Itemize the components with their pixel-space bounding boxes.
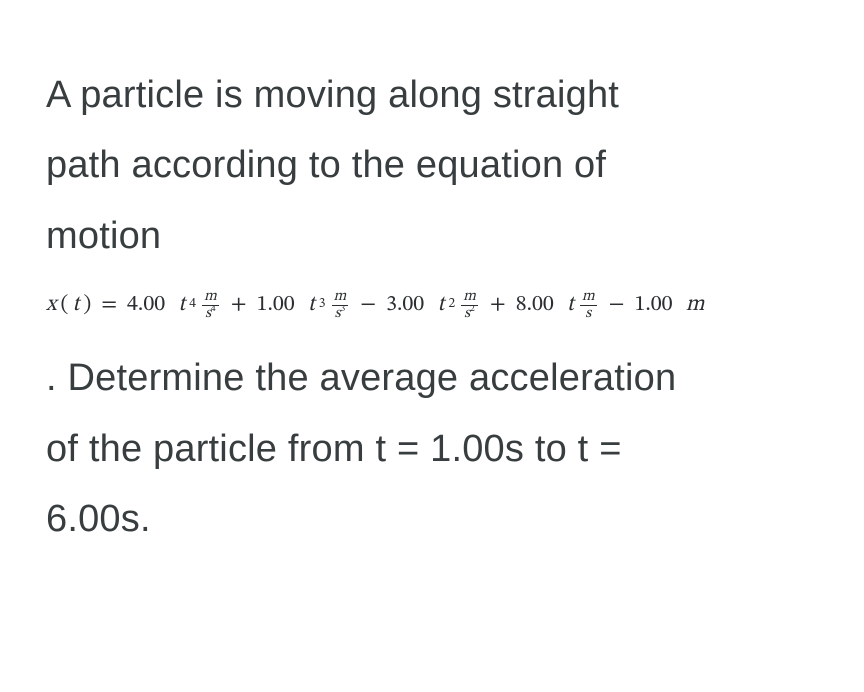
eq-term-3-unit-den: s xyxy=(583,306,593,322)
intro-line-1: A particle is moving along straight xyxy=(46,74,619,116)
eq-term-0-unit: m s4 xyxy=(202,289,219,322)
eq-lhs-x: x xyxy=(46,292,57,318)
eq-term-1-unit-den: s3 xyxy=(333,306,348,322)
eq-const-sign: − xyxy=(609,292,625,318)
outro-line-2: of the particle from t = 1.00s to t = xyxy=(46,428,622,470)
eq-term-0-var: t xyxy=(178,292,185,318)
intro-line-3: motion xyxy=(46,215,161,257)
equation-of-motion: x (t) = 4.00 t4 m s4 + 1.00 t3 m s3 − 3.… xyxy=(46,289,818,322)
problem-page: A particle is moving along straight path… xyxy=(0,0,864,594)
eq-term-2-sign: − xyxy=(360,292,376,318)
eq-term-0-unit-den-pow: 4 xyxy=(211,305,216,314)
eq-term-3-coef: 8.00 xyxy=(516,292,554,318)
eq-lhs-paren-close: ) xyxy=(83,292,91,318)
eq-term-3-sign: + xyxy=(490,292,506,318)
eq-term-1-sign: + xyxy=(231,292,247,318)
eq-const-unit: m xyxy=(686,292,705,318)
eq-equals: = xyxy=(101,292,117,318)
eq-term-1-unit-den-pow: 3 xyxy=(341,305,346,314)
eq-term-2-unit-den-pow: 2 xyxy=(470,305,475,314)
eq-term-1-unit: m s3 xyxy=(332,289,349,322)
intro-line-2: path according to the equation of xyxy=(46,144,606,186)
eq-term-1-unit-num: m xyxy=(332,289,349,306)
eq-term-1-coef: 1.00 xyxy=(257,292,295,318)
eq-term-1-var: t xyxy=(308,292,315,318)
eq-term-2-unit: m s2 xyxy=(461,289,478,322)
eq-lhs-paren-open: ( xyxy=(61,292,69,318)
eq-term-0-unit-num: m xyxy=(202,289,219,306)
eq-lhs-t: t xyxy=(72,292,79,318)
eq-const-coef: 1.00 xyxy=(634,292,672,318)
outro-line-3: 6.00s. xyxy=(46,498,151,540)
eq-term-2-var: t xyxy=(437,292,444,318)
eq-term-3-var: t xyxy=(567,292,574,318)
eq-term-2-coef: 3.00 xyxy=(386,292,424,318)
outro-paragraph: . Determine the average acceleration of … xyxy=(46,343,818,554)
outro-line-1: . Determine the average acceleration xyxy=(46,357,676,399)
eq-term-0-unit-den: s4 xyxy=(203,306,218,322)
eq-term-2-unit-den: s2 xyxy=(462,306,477,322)
eq-term-2-unit-num: m xyxy=(461,289,478,306)
eq-term-0-coef: 4.00 xyxy=(127,292,165,318)
intro-paragraph: A particle is moving along straight path… xyxy=(46,60,818,271)
eq-term-3-unit-num: m xyxy=(580,289,597,306)
eq-term-3-unit: m s xyxy=(580,289,597,322)
